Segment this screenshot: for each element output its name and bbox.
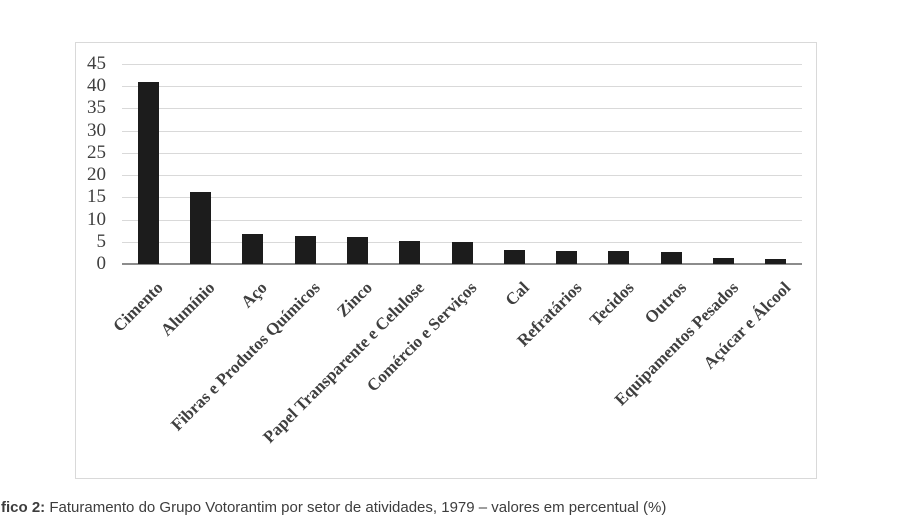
grid-line-10 xyxy=(122,219,802,221)
bar-aco xyxy=(242,233,264,264)
bar-chart: 0 5 10 15 20 25 30 35 40 45 Cimento Alumínio Aço Fibr… xyxy=(75,42,817,479)
grid-line-45 xyxy=(122,64,802,65)
y-axis-tick-35: 35 xyxy=(87,97,106,119)
grid-line-40 xyxy=(122,86,802,88)
y-axis-tick-40: 40 xyxy=(87,75,106,97)
bar-aluminio xyxy=(189,191,211,264)
bar-tecidos xyxy=(608,251,630,264)
grid-line-20 xyxy=(122,175,802,177)
y-axis-tick-25: 25 xyxy=(87,141,106,163)
figure-caption: fico 2: Faturamento do Grupo Votorantim … xyxy=(1,499,666,516)
y-axis-tick-20: 20 xyxy=(87,164,106,186)
bar-fibras-e-produtos-quimicos xyxy=(294,235,316,264)
bar-outros xyxy=(660,251,682,264)
y-axis-tick-30: 30 xyxy=(87,119,106,141)
y-axis-tick-10: 10 xyxy=(87,208,106,230)
bar-cal xyxy=(503,250,525,264)
bar-papel-transparente-e-celulose xyxy=(399,241,421,264)
category-label-outros: Outros xyxy=(640,278,690,328)
plot-area: 0 5 10 15 20 25 30 35 40 45 Cimento Alumínio Aço Fibr… xyxy=(76,43,816,478)
bar-comercio-e-servicos xyxy=(451,241,473,264)
category-label-aco: Aço xyxy=(237,278,272,312)
bar-cimento xyxy=(137,82,159,264)
bar-acucar-e-alcool xyxy=(765,259,787,264)
bar-equipamentos-pesados xyxy=(713,258,735,264)
y-axis-tick-5: 5 xyxy=(96,230,107,252)
bar-zinco xyxy=(346,237,368,264)
category-label-zinco: Zinco xyxy=(333,278,376,321)
category-label-cal: Cal xyxy=(501,278,533,310)
category-label-tecidos: Tecidos xyxy=(585,278,638,330)
y-axis-tick-45: 45 xyxy=(87,53,106,74)
y-axis-tick-15: 15 xyxy=(87,186,106,208)
grid-line-30 xyxy=(122,130,802,132)
caption-label: fico 2: xyxy=(1,499,46,516)
y-axis-tick-0: 0 xyxy=(96,253,107,274)
grid-line-0 xyxy=(122,263,802,265)
grid-line-25 xyxy=(122,152,802,154)
bar-refratarios xyxy=(556,250,578,264)
grid-line-15 xyxy=(122,197,802,199)
category-label-aluminio: Alumínio xyxy=(157,278,219,340)
caption-body: Faturamento do Grupo Votorantim por seto… xyxy=(45,499,667,516)
grid-line-35 xyxy=(122,108,802,110)
